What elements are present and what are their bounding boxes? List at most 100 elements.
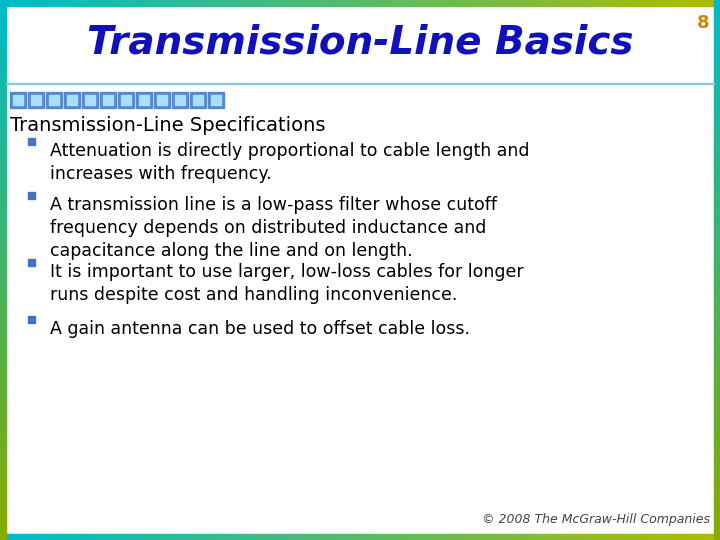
Bar — [0, 415, 6, 421]
Bar — [518, 0, 526, 6]
Bar — [714, 361, 720, 367]
Bar — [0, 399, 6, 405]
Bar — [432, 534, 440, 540]
Bar — [714, 485, 720, 491]
Bar — [130, 0, 138, 6]
Bar — [714, 188, 720, 194]
Bar — [714, 372, 720, 378]
Bar — [714, 296, 720, 302]
Bar — [230, 0, 238, 6]
Text: 8: 8 — [698, 14, 710, 32]
Bar — [425, 0, 433, 6]
Bar — [43, 534, 51, 540]
Bar — [100, 92, 116, 108]
Bar — [172, 92, 188, 108]
Bar — [714, 134, 720, 140]
Bar — [0, 102, 6, 108]
Bar — [209, 534, 217, 540]
Bar — [137, 0, 145, 6]
Text: Attenuation is directly proportional to cable length and
increases with frequenc: Attenuation is directly proportional to … — [50, 142, 529, 183]
Bar — [194, 0, 202, 6]
Bar — [0, 91, 6, 97]
Bar — [0, 177, 6, 184]
Bar — [139, 95, 149, 105]
Bar — [439, 534, 447, 540]
Bar — [94, 534, 102, 540]
Bar — [0, 420, 6, 427]
Bar — [245, 534, 253, 540]
Bar — [28, 192, 35, 199]
Bar — [295, 534, 303, 540]
Bar — [714, 496, 720, 502]
Bar — [547, 534, 555, 540]
Bar — [103, 95, 113, 105]
Bar — [714, 426, 720, 432]
Bar — [374, 534, 382, 540]
Bar — [714, 490, 720, 497]
Bar — [504, 0, 512, 6]
Bar — [714, 442, 720, 448]
Bar — [714, 172, 720, 178]
Bar — [0, 388, 6, 394]
Bar — [714, 199, 720, 205]
Bar — [425, 534, 433, 540]
Bar — [180, 0, 188, 6]
Bar — [0, 42, 6, 49]
Bar — [714, 85, 720, 92]
Bar — [497, 0, 505, 6]
Bar — [714, 204, 720, 211]
Bar — [50, 534, 58, 540]
Bar — [714, 528, 720, 535]
Bar — [641, 534, 649, 540]
Bar — [691, 534, 699, 540]
Bar — [511, 0, 519, 6]
Bar — [714, 534, 720, 540]
Bar — [714, 474, 720, 481]
Bar — [482, 534, 490, 540]
Bar — [446, 0, 454, 6]
Bar — [274, 534, 282, 540]
Bar — [0, 512, 6, 518]
Bar — [714, 264, 720, 270]
Bar — [714, 517, 720, 524]
Bar — [403, 0, 411, 6]
Bar — [0, 242, 6, 248]
Bar — [714, 377, 720, 383]
Bar — [151, 0, 159, 6]
Bar — [714, 75, 720, 81]
Bar — [211, 95, 221, 105]
Bar — [0, 436, 6, 443]
Bar — [0, 426, 6, 432]
Bar — [346, 534, 354, 540]
Bar — [259, 0, 267, 6]
Bar — [677, 0, 685, 6]
Bar — [662, 0, 670, 6]
Bar — [0, 107, 6, 113]
Bar — [374, 0, 382, 6]
Bar — [655, 0, 663, 6]
Bar — [714, 463, 720, 470]
Bar — [353, 0, 361, 6]
Bar — [238, 534, 246, 540]
Bar — [346, 0, 354, 6]
Bar — [0, 447, 6, 454]
Bar — [151, 534, 159, 540]
Bar — [10, 92, 26, 108]
Bar — [302, 534, 310, 540]
Bar — [714, 280, 720, 286]
Bar — [612, 534, 620, 540]
Bar — [65, 534, 73, 540]
Bar — [714, 469, 720, 475]
Bar — [0, 334, 6, 340]
Bar — [72, 534, 80, 540]
Bar — [0, 469, 6, 475]
Bar — [0, 199, 6, 205]
Bar — [0, 404, 6, 410]
Bar — [0, 204, 6, 211]
Bar — [0, 328, 6, 335]
Bar — [202, 0, 210, 6]
Bar — [331, 0, 339, 6]
Bar — [0, 312, 6, 319]
Bar — [714, 10, 720, 16]
Bar — [714, 210, 720, 216]
